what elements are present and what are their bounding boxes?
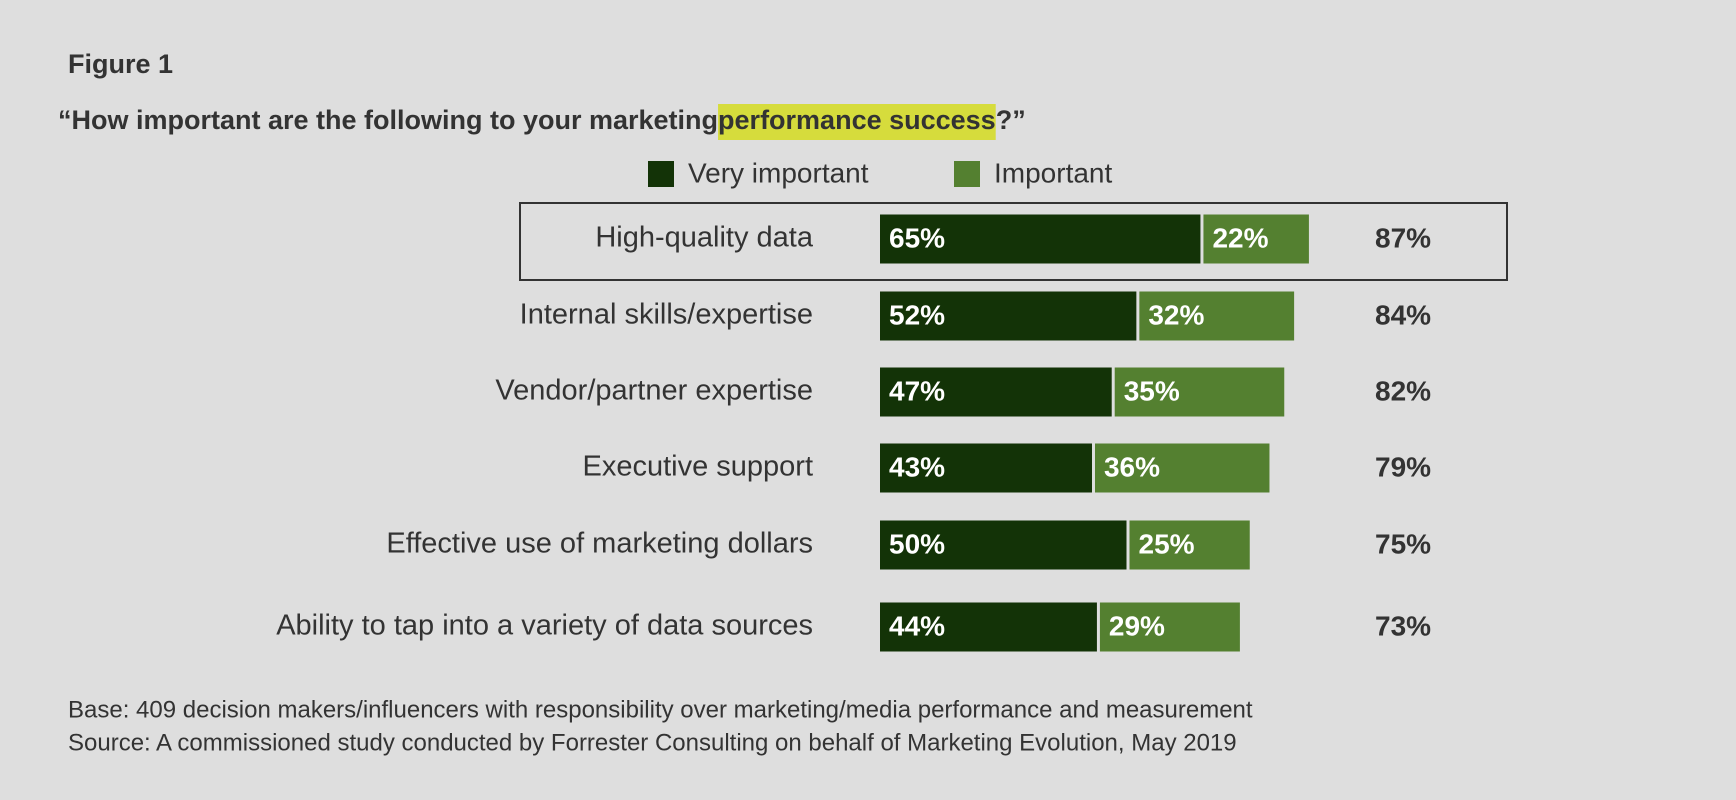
value-label: 43% bbox=[889, 451, 945, 482]
legend-swatch bbox=[648, 161, 674, 187]
category-label: Vendor/partner expertise bbox=[495, 375, 813, 407]
value-label: 44% bbox=[889, 610, 945, 641]
category-label: Effective use of marketing dollars bbox=[386, 528, 813, 560]
value-label: 36% bbox=[1104, 451, 1160, 482]
row-highlight-box bbox=[519, 202, 1508, 281]
bar-segment bbox=[1139, 291, 1295, 341]
bar-segment bbox=[1203, 214, 1309, 264]
bar-segment bbox=[880, 214, 1201, 264]
value-label: 52% bbox=[889, 299, 945, 330]
total-label: 73% bbox=[1375, 610, 1431, 641]
value-label: 32% bbox=[1148, 299, 1204, 330]
value-label: 47% bbox=[889, 375, 945, 406]
value-label: 22% bbox=[1212, 222, 1268, 253]
bar-segment bbox=[880, 520, 1127, 570]
total-label: 84% bbox=[1375, 299, 1431, 330]
value-label: 25% bbox=[1139, 528, 1195, 559]
footnote: Source: A commissioned study conducted b… bbox=[68, 729, 1237, 756]
chart-title: Figure 1 bbox=[68, 49, 173, 79]
value-label: 65% bbox=[889, 222, 945, 253]
legend-label: Very important bbox=[688, 157, 869, 188]
total-label: 82% bbox=[1375, 375, 1431, 406]
subtitle-highlight bbox=[718, 104, 996, 140]
chart-subtitle: ?” bbox=[996, 105, 1026, 135]
bar-segment bbox=[880, 291, 1137, 341]
bar-segment bbox=[880, 602, 1097, 652]
total-label: 79% bbox=[1375, 451, 1431, 482]
value-label: 35% bbox=[1124, 375, 1180, 406]
bar-segment bbox=[1129, 520, 1250, 570]
value-label: 29% bbox=[1109, 610, 1165, 641]
legend-label: Important bbox=[994, 157, 1112, 188]
chart-subtitle: performance success bbox=[718, 105, 996, 135]
value-label: 50% bbox=[889, 528, 945, 559]
footnote: Base: 409 decision makers/influencers wi… bbox=[68, 696, 1253, 723]
category-label: Executive support bbox=[582, 451, 813, 483]
bar-segment bbox=[1099, 602, 1240, 652]
total-label: 87% bbox=[1375, 222, 1431, 253]
category-label: Ability to tap into a variety of data so… bbox=[276, 610, 813, 642]
category-label: High-quality data bbox=[595, 222, 813, 254]
legend-swatch bbox=[954, 161, 980, 187]
category-label: Internal skills/expertise bbox=[520, 299, 813, 331]
bar-segment bbox=[880, 367, 1112, 417]
bar-segment bbox=[1114, 367, 1285, 417]
total-label: 75% bbox=[1375, 528, 1431, 559]
bar-segment bbox=[880, 443, 1092, 493]
bar-segment bbox=[1094, 443, 1270, 493]
chart-subtitle: “How important are the following to your… bbox=[58, 105, 718, 135]
